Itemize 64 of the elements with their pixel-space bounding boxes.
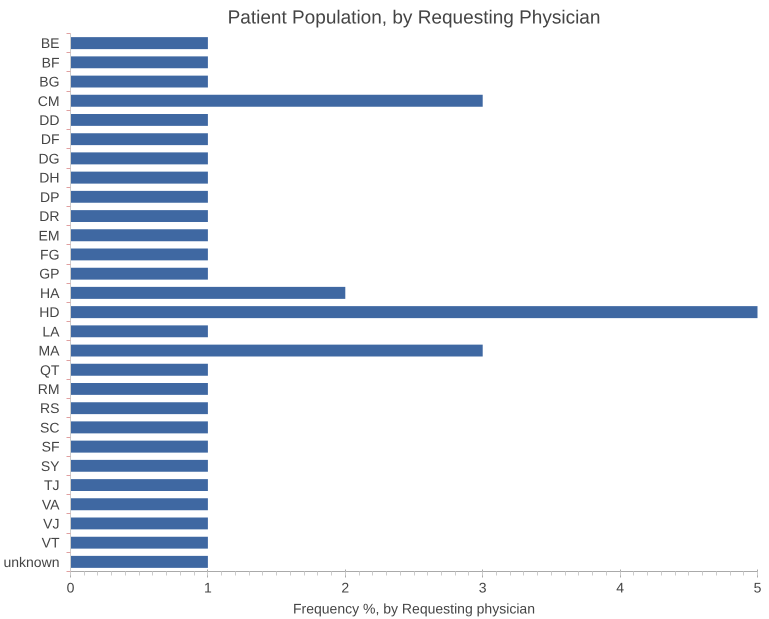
bar (70, 229, 208, 242)
y-tick-label: LA (42, 323, 60, 340)
y-tick-label: DH (39, 170, 60, 186)
y-tick-label: HA (40, 284, 60, 301)
y-tick-label: VA (42, 496, 60, 512)
x-tick-label: 1 (204, 580, 212, 596)
y-tick-label: BE (40, 35, 60, 52)
y-tick-label: VJ (43, 515, 60, 532)
y-tick-label: CM (38, 92, 60, 109)
bar (70, 56, 208, 68)
y-tick-label: SY (40, 458, 60, 474)
y-tick-label: DF (40, 131, 60, 148)
bar (70, 421, 208, 434)
y-tick-label: DR (39, 208, 60, 224)
bar (70, 440, 208, 453)
y-tick-label: BF (42, 54, 60, 70)
bar (70, 344, 483, 356)
bar (70, 460, 208, 472)
bar (70, 210, 208, 222)
bar (70, 94, 483, 107)
y-tick-label: TJ (44, 477, 60, 494)
x-tick-label: 4 (616, 580, 624, 596)
x-tick-label: 0 (66, 580, 75, 596)
y-tick-label: EM (38, 227, 60, 244)
bar (70, 190, 208, 203)
y-tick-label: MA (38, 342, 60, 359)
y-tick-label: RS (40, 400, 60, 416)
bar (70, 268, 208, 280)
y-tick-label: FG (40, 246, 60, 262)
y-tick-label: HD (39, 304, 60, 320)
bar (70, 402, 208, 414)
bar (70, 364, 208, 376)
bar (70, 76, 208, 88)
y-tick-label: DD (39, 112, 60, 128)
y-tick-label: SC (40, 419, 60, 436)
x-tick-label: 2 (341, 580, 350, 596)
bar (70, 133, 208, 146)
y-tick-label: DP (40, 188, 60, 205)
bar (70, 383, 208, 395)
x-tick-label: 5 (754, 580, 762, 596)
y-tick-label: GP (39, 266, 60, 282)
bar (70, 536, 208, 549)
y-tick-label: SF (42, 438, 60, 455)
y-tick-label: unknown (3, 554, 60, 570)
x-tick-label: 3 (478, 580, 487, 596)
chart-title: Patient Population, by Requesting Physician (228, 8, 600, 28)
y-tick-label: VT (42, 534, 60, 551)
bar (70, 518, 208, 530)
bar (70, 286, 346, 299)
bar (70, 248, 208, 260)
x-axis-title: Frequency %, by Requesting physician (292, 600, 536, 616)
y-tick-label: QT (40, 362, 60, 378)
bar (70, 306, 758, 318)
y-tick-label: RM (38, 380, 60, 397)
bar (70, 114, 208, 126)
y-tick-label: DG (38, 150, 60, 166)
bar (70, 556, 208, 568)
bar (70, 325, 208, 338)
bar (70, 498, 208, 510)
bar (70, 479, 208, 491)
bar (70, 172, 208, 184)
bar (70, 152, 208, 164)
y-tick-label: BG (39, 74, 60, 90)
bar (70, 37, 208, 50)
